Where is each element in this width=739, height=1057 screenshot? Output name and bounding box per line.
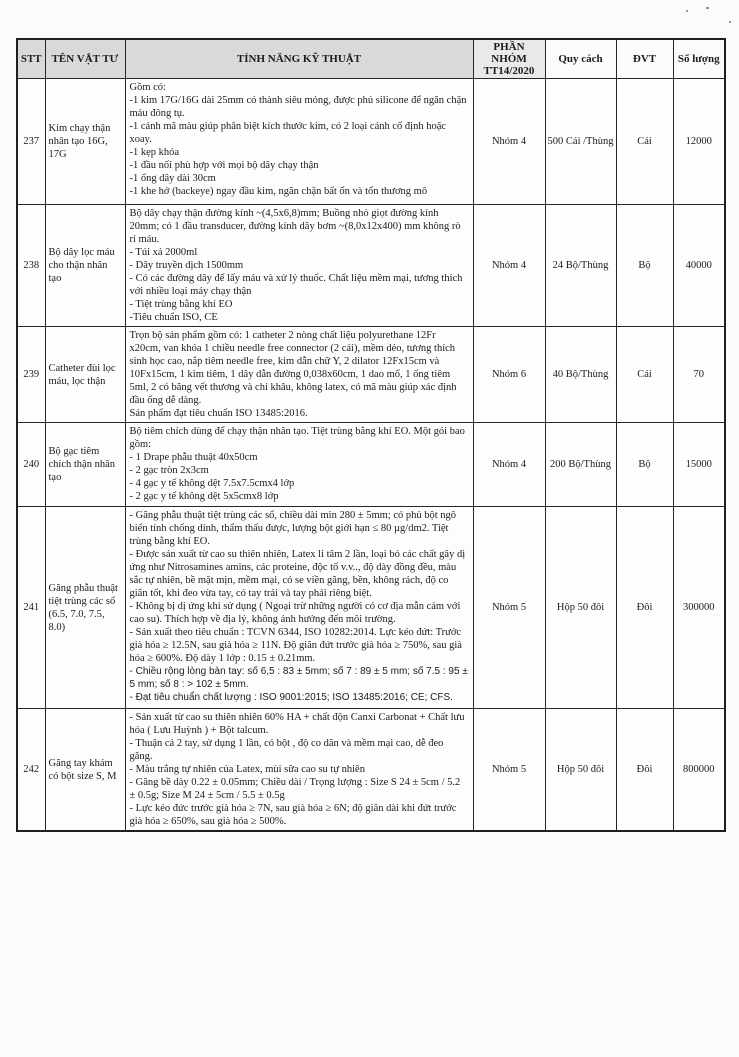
- table-row: 238 Bộ dây lọc máu cho thận nhân tạo Bộ dâ…: [16, 204, 726, 327]
- cell-item-name: Bộ gạc tiêm chích thận nhân tạo: [44, 422, 126, 507]
- cell-stt: 242: [16, 708, 46, 832]
- cell-item-name: Kim chạy thận nhân tạo 16G, 17G: [44, 78, 126, 205]
- cell-stt: 237: [16, 78, 46, 205]
- cell-item-name: Catheter đùi lọc máu, lọc thận: [44, 326, 126, 423]
- cell-unit: Đôi: [615, 708, 674, 832]
- cell-quantity: 40000: [672, 204, 726, 327]
- spec-line: - Có các đường dây để lấy máu và xử lý t…: [129, 273, 463, 297]
- spec-line: - Sản xuất từ cao su thiên nhiên 60% HA …: [129, 712, 465, 736]
- spec-line: - Túi xả 2000ml: [129, 247, 198, 258]
- cell-group: Nhóm 6: [472, 326, 546, 423]
- spec-line: - Đạt tiêu chuẩn chất lượng : ISO 9001:2…: [129, 692, 453, 703]
- cell-packing: 24 Bộ/Thùng: [544, 204, 617, 327]
- spec-line: Bộ dây chạy thận đường kính ~(4,5x6,8)mm…: [129, 208, 461, 245]
- spec-line: - 2 gạc y tế không dệt 5x5cmx8 lớp: [129, 491, 279, 502]
- spec-line: - 1 Drape phẫu thuật 40x50cm: [129, 452, 258, 463]
- cell-packing: Hộp 50 đôi: [544, 506, 617, 709]
- cell-group: Nhóm 4: [472, 204, 546, 327]
- cell-technical-spec: Gồm có: -1 kim 17G/16G dài 25mm có thành …: [124, 78, 474, 205]
- cell-quantity: 15000: [672, 422, 726, 507]
- spec-line: - Dây truyền dịch 1500mm: [129, 260, 244, 271]
- spec-line: - Được sản xuất từ cao su thiên nhiên, L…: [129, 549, 466, 599]
- header-row: STT TÊN VẬT TƯ TÍNH NĂNG KỸ THUẬT PHẦN N…: [16, 38, 726, 79]
- cell-item-name: Bộ dây lọc máu cho thận nhân tạo: [44, 204, 126, 327]
- spec-line: - Không bị dị ứng khi sử dụng ( Ngoại tr…: [129, 601, 461, 625]
- cell-technical-spec: Bộ dây chạy thận đường kính ~(4,5x6,8)mm…: [124, 204, 474, 327]
- header-cell-stt: STT: [16, 38, 46, 79]
- supply-table-wrapper: STT TÊN VẬT TƯ TÍNH NĂNG KỸ THUẬT PHẦN N…: [16, 38, 726, 832]
- spec-line: - Găng phẫu thuật tiệt trùng các số, chi…: [129, 510, 457, 547]
- cell-packing: Hộp 50 đôi: [544, 708, 617, 832]
- cell-item-name: Găng tay khám có bột size S, M: [44, 708, 126, 832]
- supply-table: STT TÊN VẬT TƯ TÍNH NĂNG KỸ THUẬT PHẦN N…: [16, 38, 726, 832]
- spec-line: Gồm có:: [129, 82, 166, 93]
- table-body: 237 Kim chạy thận nhân tạo 16G, 17G Gồm có…: [16, 78, 726, 832]
- header-cell-quantity: Số lượng: [672, 38, 726, 79]
- cell-packing: 40 Bộ/Thùng: [544, 326, 617, 423]
- cell-technical-spec: Trọn bộ sản phẩm gồm có: 1 catheter 2 nò…: [124, 326, 474, 423]
- cell-group: Nhóm 5: [472, 708, 546, 832]
- spec-line: -1 kim 17G/16G dài 25mm có thành siêu mỏ…: [129, 95, 467, 119]
- cell-unit: Đôi: [615, 506, 674, 709]
- spec-line: - Tiệt trùng bằng khí EO: [129, 299, 233, 310]
- spec-line: -1 đầu nối phù hợp với mọi bộ dây chạy t…: [129, 160, 319, 171]
- spec-line: - Thuận cả 2 tay, sử dụng 1 lần, có bột …: [129, 738, 444, 762]
- cell-stt: 240: [16, 422, 46, 507]
- cell-group: Nhóm 4: [472, 78, 546, 205]
- table-row: 242 Găng tay khám có bột size S, M- Sản x…: [16, 708, 726, 832]
- table-row: 237 Kim chạy thận nhân tạo 16G, 17G Gồm có…: [16, 78, 726, 205]
- spec-line: -Tiêu chuẩn ISO, CE: [129, 312, 218, 323]
- cell-group: Nhóm 4: [472, 422, 546, 507]
- header-cell-item-name: TÊN VẬT TƯ: [44, 38, 126, 79]
- spec-line: -1 kẹp khóa: [129, 147, 180, 158]
- spec-line: Trọn bộ sản phẩm gồm có: 1 catheter 2 nò…: [129, 330, 457, 406]
- cell-unit: Bộ: [615, 422, 674, 507]
- cell-unit: Cái: [615, 78, 674, 205]
- header-cell-group: PHẦN NHÓM TT14/2020: [472, 38, 546, 79]
- cell-packing: 500 Cái /Thùng: [544, 78, 617, 205]
- table-row: 240 Bộ gạc tiêm chích thận nhân tạo Bộ tiê…: [16, 422, 726, 507]
- spec-line: - Lực kéo đức trước già hóa ≥ 7N, sau gi…: [129, 803, 457, 827]
- spec-line: Bộ tiêm chích dùng để chạy thận nhân tạo…: [129, 426, 465, 450]
- scan-speck: [729, 21, 731, 23]
- cell-technical-spec: - Găng phẫu thuật tiệt trùng các số, chi…: [124, 506, 474, 709]
- spec-line: - 2 gạc tròn 2x3cm: [129, 465, 209, 476]
- table-row: 241 Găng phẫu thuật tiệt trùng các số (6.…: [16, 506, 726, 709]
- header-cell-technical-spec: TÍNH NĂNG KỸ THUẬT: [124, 38, 474, 79]
- scan-speck: [706, 7, 709, 9]
- cell-stt: 241: [16, 506, 46, 709]
- spec-line: -1 khe hở (backeye) ngay đầu kim, ngăn c…: [129, 186, 428, 197]
- cell-quantity: 70: [672, 326, 726, 423]
- cell-quantity: 12000: [672, 78, 726, 205]
- cell-technical-spec: Bộ tiêm chích dùng để chạy thận nhân tạo…: [124, 422, 474, 507]
- cell-quantity: 800000: [672, 708, 726, 832]
- spec-line: -1 ống dây dài 30cm: [129, 173, 216, 184]
- spec-line: - Màu trắng tự nhiên của Latex, mùi sữa …: [129, 764, 365, 775]
- cell-stt: 238: [16, 204, 46, 327]
- spec-line: Sản phẩm đạt tiêu chuẩn ISO 13485:2016.: [129, 408, 308, 419]
- spec-line: - Chiều rộng lòng bàn tay: số 6,5 : 83 ±…: [129, 666, 468, 690]
- cell-stt: 239: [16, 326, 46, 423]
- scan-speck: [686, 10, 688, 12]
- cell-item-name: Găng phẫu thuật tiệt trùng các số (6.5, …: [44, 506, 126, 709]
- spec-line: -1 cánh mã màu giúp phân biệt kích thước…: [129, 121, 447, 145]
- spec-line: - Sản xuất theo tiêu chuẩn : TCVN 6344, …: [129, 627, 462, 664]
- header-cell-packing: Quy cách: [544, 38, 617, 79]
- spec-line: - Găng bề dày 0.22 ± 0.05mm; Chiều dài /…: [129, 777, 461, 801]
- cell-quantity: 300000: [672, 506, 726, 709]
- spec-line: - 4 gạc y tế không dệt 7.5x7.5cmx4 lớp: [129, 478, 295, 489]
- table-row: 239 Catheter đùi lọc máu, lọc thận Trọn bộ…: [16, 326, 726, 423]
- cell-unit: Cái: [615, 326, 674, 423]
- cell-unit: Bộ: [615, 204, 674, 327]
- cell-technical-spec: - Sản xuất từ cao su thiên nhiên 60% HA …: [124, 708, 474, 832]
- cell-group: Nhóm 5: [472, 506, 546, 709]
- header-cell-unit: ĐVT: [615, 38, 674, 79]
- cell-packing: 200 Bộ/Thùng: [544, 422, 617, 507]
